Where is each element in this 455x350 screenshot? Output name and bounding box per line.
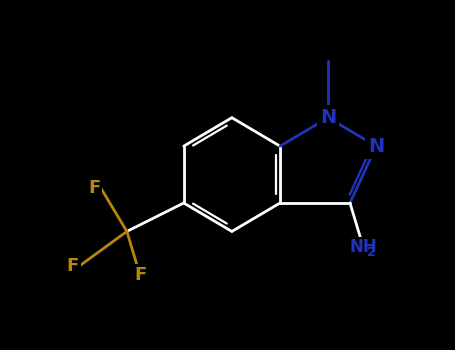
Text: F: F xyxy=(134,266,146,284)
Text: N: N xyxy=(368,136,384,156)
Text: N: N xyxy=(320,108,336,127)
Text: NH: NH xyxy=(349,238,377,256)
Text: F: F xyxy=(88,179,101,197)
Text: F: F xyxy=(66,258,79,275)
Text: 2: 2 xyxy=(368,245,376,259)
